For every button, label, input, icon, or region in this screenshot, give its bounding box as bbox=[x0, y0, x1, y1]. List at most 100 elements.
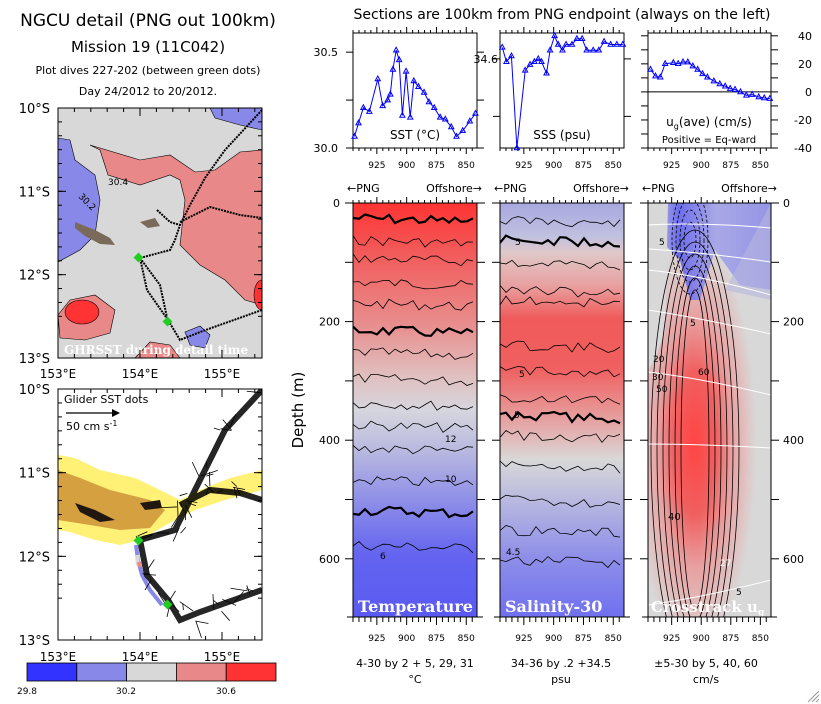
contour-label: 5 bbox=[519, 370, 525, 380]
y-tick-label: -20 bbox=[794, 114, 812, 127]
lat-label: 12°S bbox=[19, 269, 50, 284]
data-point bbox=[562, 40, 570, 47]
data-point bbox=[674, 59, 682, 67]
velocity-vector bbox=[222, 598, 237, 606]
velocity-vector bbox=[221, 610, 230, 621]
velocity-vector bbox=[180, 526, 187, 534]
velocity-vector bbox=[143, 573, 157, 576]
contour-label: 12 bbox=[445, 435, 456, 445]
velocity-vector bbox=[142, 533, 154, 537]
direction-labels: ←PNG Offshore→ ←PNG Offshore→ ←PNG Offsh… bbox=[347, 182, 777, 195]
lon-label: 154°E bbox=[122, 650, 159, 664]
contour-line bbox=[674, 277, 716, 617]
figure-title: NGCU detail (PNG out 100km) bbox=[20, 11, 276, 31]
contour-line bbox=[353, 235, 474, 248]
bathymetry-shade bbox=[75, 503, 115, 522]
y-tick-label: 0 bbox=[805, 86, 812, 99]
velocity-vector bbox=[179, 492, 188, 497]
lat-label: 11°S bbox=[19, 185, 50, 200]
panel-frame bbox=[352, 32, 478, 149]
velocity-vector bbox=[191, 461, 200, 477]
x-tick-label: 900 bbox=[545, 634, 562, 644]
data-point bbox=[384, 96, 392, 103]
velocity-vector bbox=[170, 515, 179, 528]
depth-axis-label: Depth (m) bbox=[289, 372, 307, 449]
x-tick-label: 850 bbox=[752, 161, 769, 171]
lon-label: 155°E bbox=[204, 367, 241, 381]
contour-line bbox=[353, 476, 474, 486]
bathymetry-shade bbox=[58, 470, 165, 530]
contour-line bbox=[500, 460, 621, 474]
contour-label: 50 bbox=[656, 385, 668, 395]
velocity-vector bbox=[264, 396, 272, 400]
contour-line bbox=[500, 394, 621, 405]
lat-label: 12°S bbox=[19, 550, 50, 565]
contour-line bbox=[500, 340, 621, 353]
contour-line bbox=[500, 556, 621, 569]
velocity-vector bbox=[177, 500, 179, 517]
data-point bbox=[379, 101, 387, 109]
contour-line bbox=[680, 289, 710, 611]
velocity-vector bbox=[236, 488, 241, 496]
contour-line bbox=[500, 234, 621, 248]
depth-tick-label: 600 bbox=[319, 553, 340, 566]
data-point bbox=[441, 115, 449, 122]
sss-title: SSS (psu) bbox=[533, 128, 591, 142]
data-point bbox=[498, 43, 506, 50]
data-point bbox=[742, 91, 750, 98]
depth-tick-label: 0 bbox=[783, 197, 790, 210]
data-point bbox=[459, 126, 467, 134]
data-point bbox=[453, 132, 460, 139]
glider-track bbox=[138, 109, 262, 342]
velocity-vector bbox=[172, 527, 180, 542]
sections-title: Sections are 100km from PNG endpoint (al… bbox=[354, 7, 771, 23]
crosstrack-caption: ±5-30 by 5, 40, 60 bbox=[654, 657, 758, 670]
data-point bbox=[647, 65, 654, 72]
contour-line bbox=[500, 295, 621, 308]
contour-line bbox=[353, 279, 474, 290]
x-tick-label: 900 bbox=[545, 161, 562, 171]
velocity-vector bbox=[180, 503, 185, 511]
velocity-vector bbox=[216, 489, 223, 494]
data-point bbox=[466, 117, 474, 124]
velocity-vector bbox=[147, 559, 155, 570]
salinity-units: psu bbox=[551, 673, 571, 686]
data-point bbox=[679, 57, 687, 65]
velocity-vector bbox=[186, 500, 198, 503]
data-point bbox=[589, 46, 597, 53]
offshore-direction: Offshore→ bbox=[721, 182, 777, 195]
x-tick-label: 850 bbox=[458, 161, 475, 171]
velocity-vector bbox=[229, 414, 237, 427]
contour-line bbox=[353, 373, 474, 386]
data-point bbox=[559, 46, 566, 53]
velocity-vector bbox=[185, 505, 193, 518]
velocity-vector bbox=[208, 471, 211, 487]
data-point bbox=[656, 73, 664, 80]
depth-tick-label: 0 bbox=[333, 197, 340, 210]
colorbar-label: 29.8 bbox=[17, 687, 37, 697]
contour-label: 5 bbox=[515, 238, 521, 248]
resize-grip[interactable] bbox=[807, 690, 820, 703]
velocity-vector bbox=[204, 483, 215, 493]
temperature-section bbox=[353, 203, 477, 617]
data-point bbox=[398, 111, 406, 118]
warm-region bbox=[89, 144, 262, 306]
lat-label: 10°S bbox=[19, 102, 50, 117]
velocity-vector bbox=[246, 390, 262, 394]
data-point bbox=[546, 46, 554, 53]
x-tick-label: 875 bbox=[575, 161, 592, 171]
colorbar-swatch bbox=[26, 662, 78, 682]
crosstrack-section bbox=[648, 203, 771, 617]
data-point bbox=[389, 65, 397, 72]
velocity-vector bbox=[137, 531, 148, 537]
data-point bbox=[472, 109, 479, 116]
lon-label: 155°E bbox=[204, 650, 241, 664]
lat-label: 10°S bbox=[19, 383, 50, 398]
data-point bbox=[351, 132, 358, 139]
salinity-caption: 34-36 by .2 +34.5 bbox=[511, 657, 611, 670]
data-point bbox=[386, 90, 394, 97]
data-point bbox=[420, 88, 428, 95]
data-point bbox=[699, 69, 706, 77]
contour-label: 10 bbox=[445, 475, 457, 485]
